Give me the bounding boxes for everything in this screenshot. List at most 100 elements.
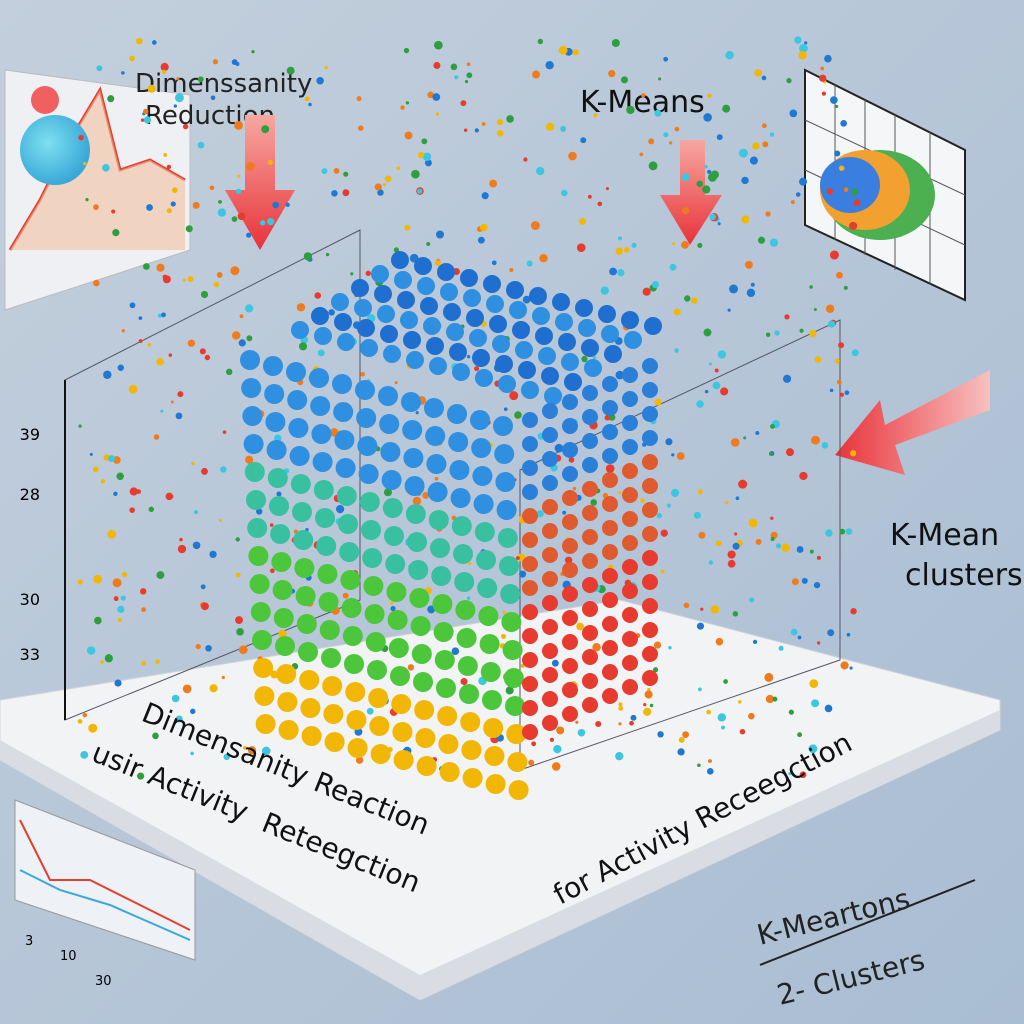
point (450, 488, 471, 508)
point (182, 684, 192, 694)
platform-edge (0, 710, 1000, 1000)
point (834, 358, 840, 364)
point (788, 772, 792, 776)
point (417, 151, 425, 159)
point (617, 269, 625, 277)
point (426, 337, 444, 355)
point (752, 639, 758, 645)
point (120, 595, 126, 601)
point (734, 532, 738, 536)
point (651, 281, 659, 289)
point (642, 406, 658, 422)
point (187, 339, 196, 347)
point (311, 424, 332, 444)
point (346, 710, 367, 730)
point (261, 746, 271, 756)
point (450, 63, 458, 71)
point (140, 118, 145, 122)
point (384, 175, 392, 183)
point (775, 543, 782, 549)
point (730, 438, 740, 447)
point (582, 601, 598, 617)
point (312, 452, 333, 472)
point (471, 438, 492, 458)
point (641, 93, 646, 98)
point (643, 703, 647, 707)
point (845, 528, 853, 535)
point (460, 269, 478, 287)
point (642, 502, 658, 518)
point (509, 301, 527, 319)
point (631, 242, 637, 248)
point (265, 412, 286, 432)
point (371, 265, 389, 283)
point (171, 694, 180, 703)
point (78, 424, 82, 428)
point (462, 768, 483, 788)
point (709, 213, 717, 221)
point (624, 331, 642, 349)
point (108, 455, 116, 462)
point (535, 327, 553, 345)
point (415, 411, 419, 415)
point (788, 709, 794, 715)
point (380, 325, 398, 343)
point (156, 571, 165, 580)
point (530, 221, 540, 231)
point (582, 697, 598, 713)
point (496, 129, 504, 137)
point (93, 204, 99, 211)
point (622, 655, 638, 671)
point (291, 321, 309, 339)
point (770, 424, 775, 429)
point (111, 209, 116, 214)
point (749, 597, 755, 603)
point (270, 568, 275, 574)
point (374, 285, 392, 303)
point (703, 328, 712, 337)
point (187, 276, 194, 283)
point (682, 731, 689, 738)
point (790, 200, 795, 205)
point (135, 37, 143, 45)
point (191, 461, 195, 466)
point (321, 648, 341, 668)
point (292, 502, 312, 522)
point (351, 279, 369, 297)
point (192, 541, 201, 550)
point (235, 572, 241, 578)
point (243, 434, 264, 454)
point (486, 295, 504, 313)
point (437, 263, 455, 281)
point (809, 329, 817, 338)
point (671, 453, 675, 457)
point (522, 412, 538, 428)
point (582, 481, 598, 497)
point (388, 638, 409, 658)
point (210, 95, 216, 101)
point (331, 293, 349, 311)
point (830, 96, 838, 104)
point (834, 150, 841, 157)
point (669, 141, 673, 145)
point (748, 712, 755, 720)
point (712, 381, 721, 390)
point (506, 281, 524, 299)
left-panel (4, 69, 191, 311)
point (697, 242, 703, 248)
point (582, 409, 598, 425)
point (321, 168, 328, 175)
point (813, 581, 821, 589)
point (243, 745, 247, 750)
point (370, 744, 391, 764)
point (769, 132, 775, 137)
point (364, 604, 385, 624)
mini-tick: 30 (95, 974, 112, 989)
point (642, 382, 658, 398)
point (295, 586, 316, 606)
point (592, 643, 601, 652)
point (369, 716, 390, 736)
point (654, 398, 662, 406)
point (417, 277, 435, 295)
right-title: K-Mean (890, 518, 999, 553)
